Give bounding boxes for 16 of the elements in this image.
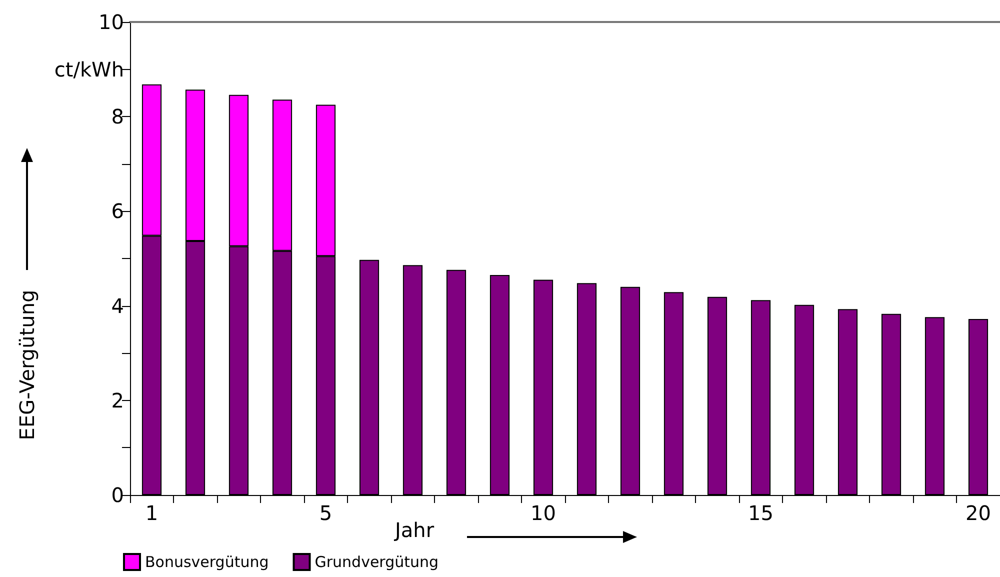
x-tick-label: 5: [319, 501, 332, 525]
legend-label: Bonusvergütung: [145, 553, 269, 571]
x-axis-title: Jahr: [393, 518, 435, 542]
y-tick-label: 2: [111, 388, 124, 412]
y-tick-label: 4: [111, 294, 124, 318]
y-tick-label: 0: [111, 483, 124, 507]
y-axis-title: EEG-Vergütung: [15, 290, 39, 440]
x-tick-label: 20: [966, 501, 991, 525]
legend-label: Grundvergütung: [314, 553, 439, 571]
y-tick-label: 6: [111, 199, 124, 224]
y-tick-label: ct/kWh: [54, 57, 124, 82]
x-tick-label: 15: [748, 501, 774, 525]
y-tick-label: 8: [111, 104, 124, 129]
x-tick-label: 1: [145, 501, 158, 525]
y-tick-label: 10: [98, 10, 124, 34]
x-tick-label: 10: [530, 501, 556, 525]
